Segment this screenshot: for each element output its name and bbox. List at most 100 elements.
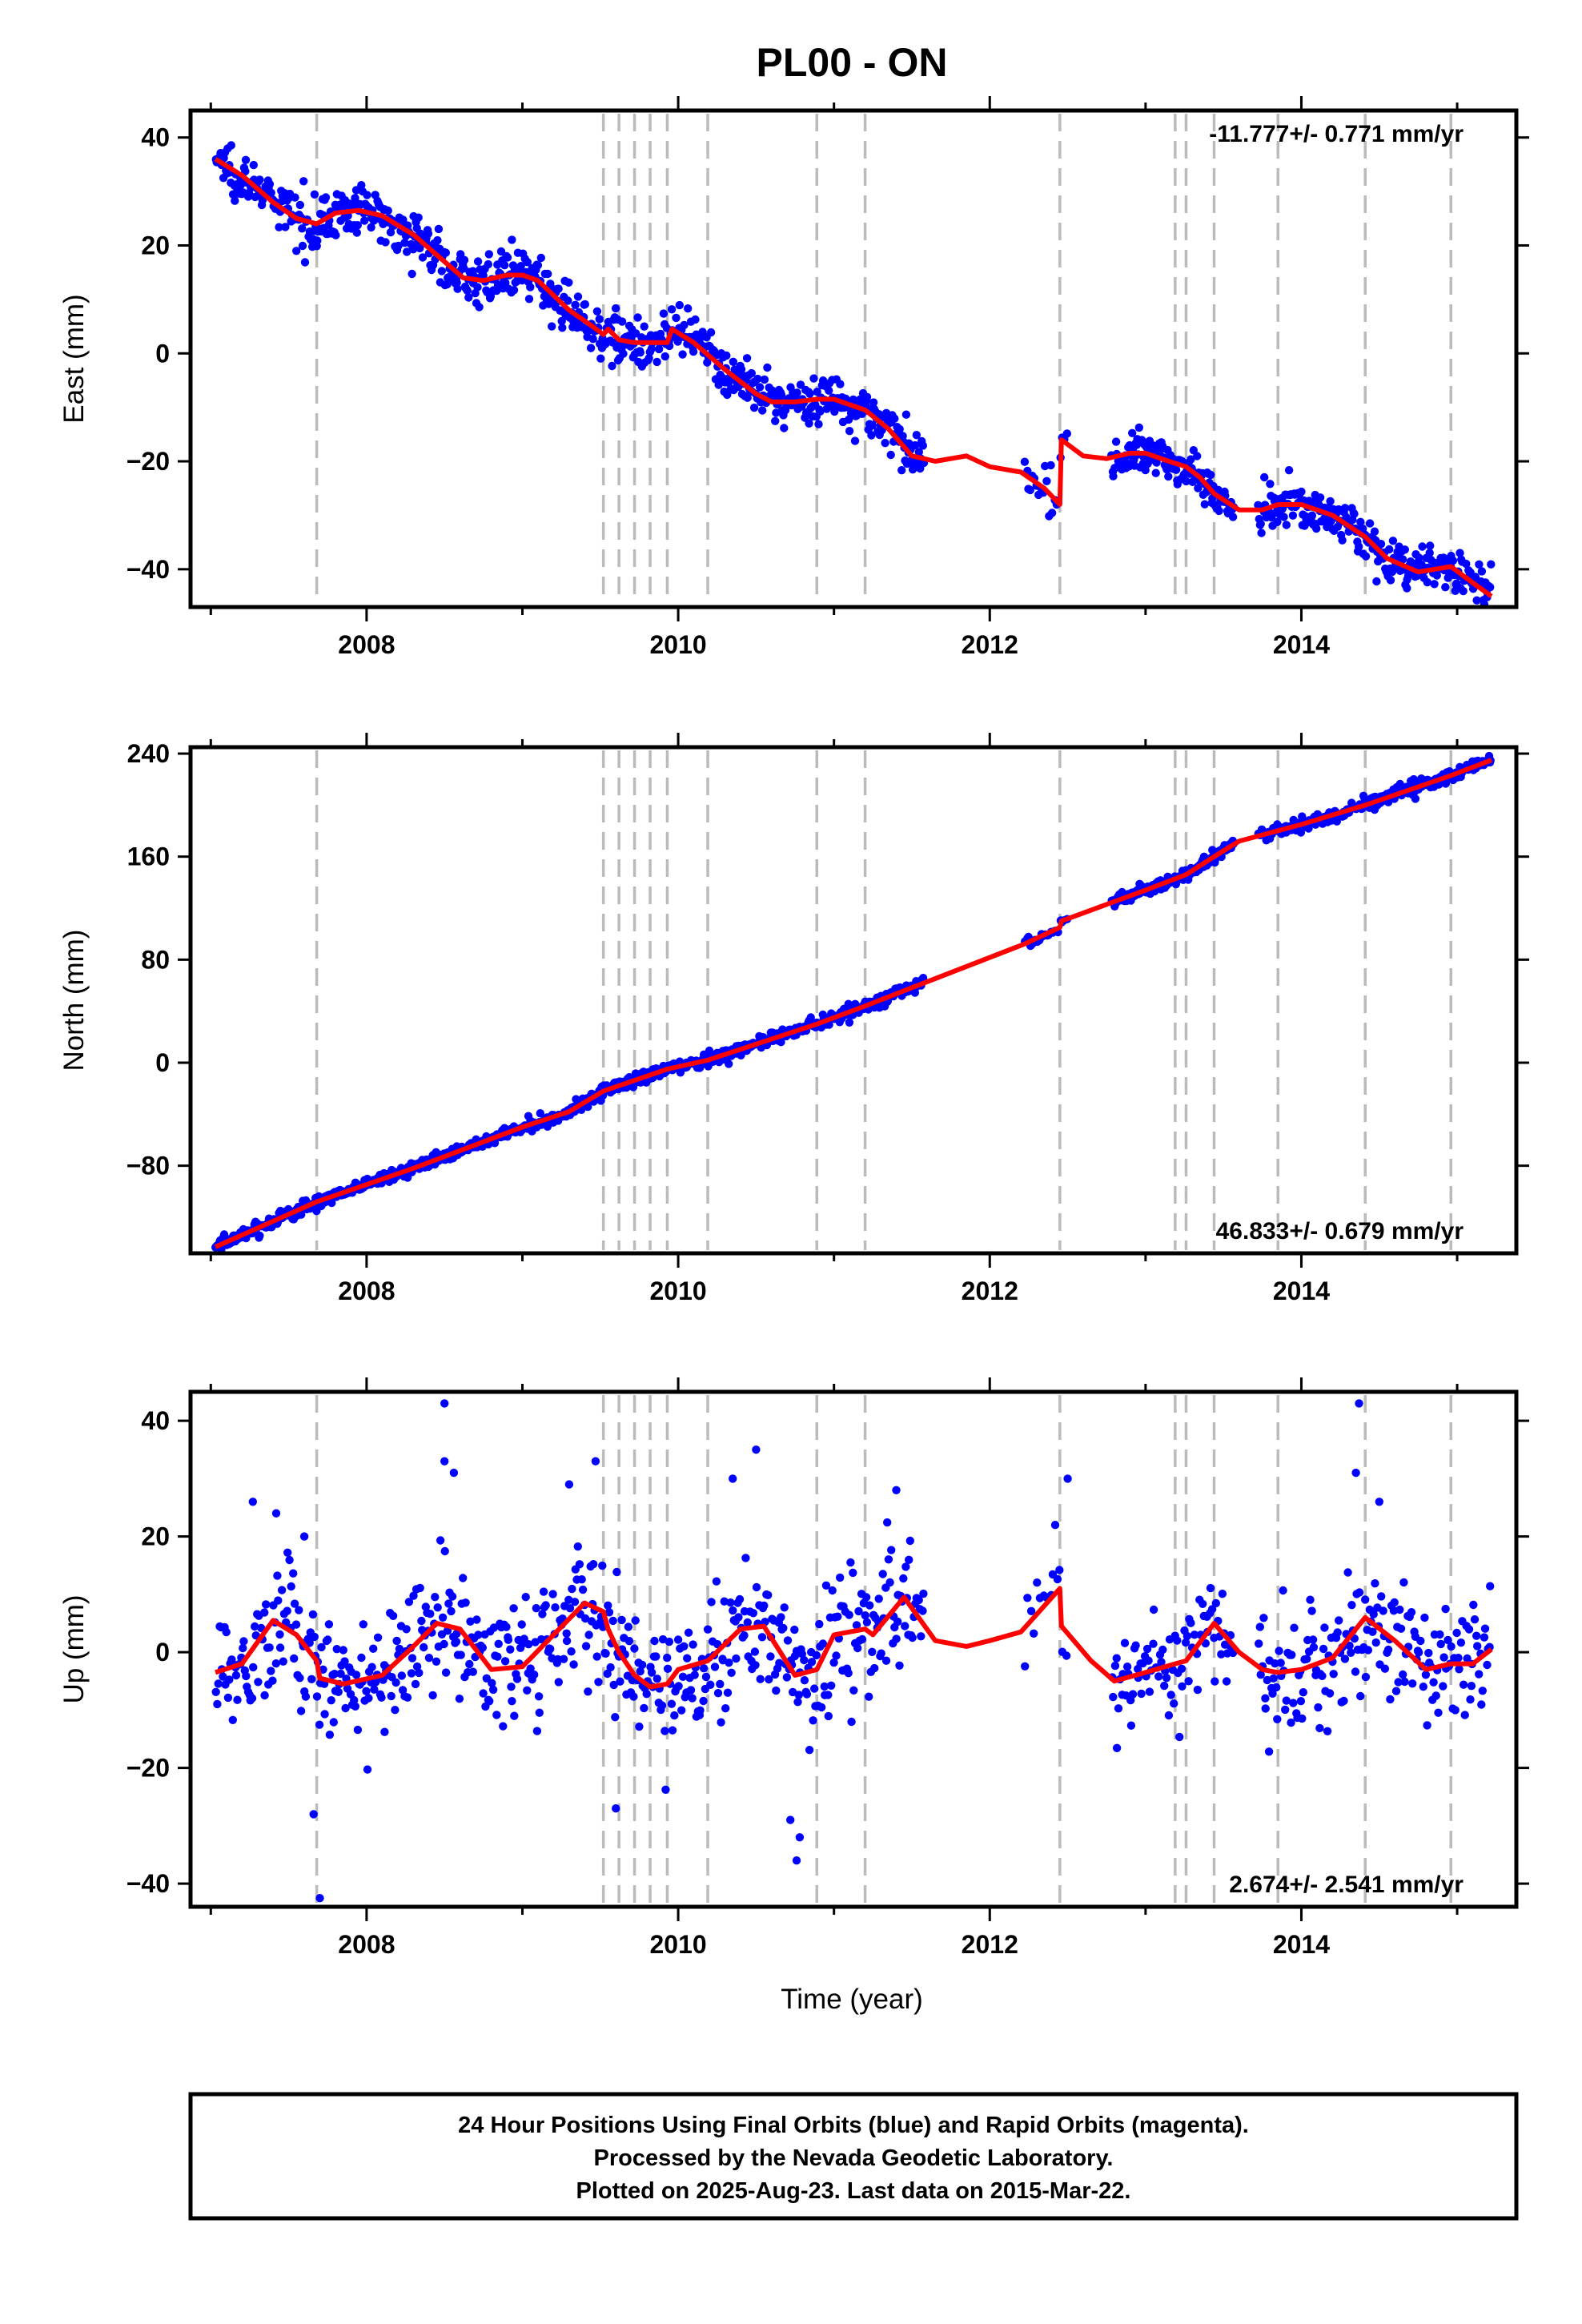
x-tick-label: 2010	[649, 1930, 706, 1959]
data-point	[1211, 1677, 1219, 1686]
data-point	[577, 1575, 586, 1584]
outlier-point	[786, 1815, 795, 1824]
data-point	[793, 388, 801, 397]
data-point	[265, 1643, 274, 1652]
data-point	[394, 241, 403, 251]
data-point	[223, 1693, 233, 1703]
data-point	[1420, 1613, 1429, 1622]
data-point	[716, 1679, 725, 1689]
data-point	[1460, 1711, 1469, 1719]
data-point	[1426, 541, 1435, 550]
data-point	[1448, 556, 1458, 565]
data-point	[1345, 1641, 1354, 1651]
data-point	[402, 1625, 411, 1634]
data-point	[919, 1589, 928, 1598]
data-point	[1026, 1606, 1036, 1616]
data-point	[1329, 1670, 1338, 1679]
data-point	[448, 1592, 457, 1601]
data-point	[1459, 586, 1468, 596]
rate-label: -11.777+/- 0.771 mm/yr	[1209, 121, 1464, 147]
data-point	[861, 1611, 869, 1620]
data-point	[301, 1692, 311, 1701]
data-point	[544, 269, 552, 279]
data-point	[897, 466, 906, 475]
data-point	[905, 1536, 915, 1546]
data-point	[1296, 1697, 1306, 1706]
data-point	[809, 374, 818, 383]
data-point	[580, 300, 589, 309]
data-point	[436, 1536, 445, 1545]
data-point	[862, 392, 872, 401]
data-point	[1306, 1595, 1315, 1604]
data-point	[363, 1765, 372, 1774]
data-point	[1371, 1579, 1379, 1588]
data-point	[473, 257, 483, 266]
data-point	[275, 223, 283, 231]
data-point	[1466, 1695, 1475, 1704]
data-point	[1200, 500, 1210, 509]
data-point	[353, 1725, 363, 1735]
data-point	[1452, 1628, 1461, 1638]
data-point	[820, 1682, 829, 1691]
data-point	[500, 1657, 510, 1666]
data-point	[1142, 1644, 1152, 1654]
data-point	[1447, 1642, 1456, 1651]
data-point	[901, 1622, 909, 1630]
data-point	[764, 1590, 773, 1600]
data-point	[862, 1618, 872, 1626]
data-point	[670, 1711, 679, 1720]
data-point	[512, 1675, 522, 1683]
data-point	[1166, 1691, 1175, 1699]
data-point	[796, 380, 805, 389]
x-tick-label: 2010	[649, 1277, 706, 1305]
data-point	[310, 190, 319, 199]
data-point	[1486, 583, 1495, 592]
data-point	[612, 1567, 621, 1577]
data-point	[1114, 1704, 1123, 1713]
data-point	[729, 1606, 737, 1615]
data-point	[661, 1785, 670, 1794]
data-point	[1436, 1639, 1445, 1649]
data-point	[441, 1668, 451, 1677]
data-point	[508, 235, 516, 244]
outlier-point	[309, 1810, 318, 1819]
data-point	[877, 1649, 885, 1658]
data-point	[690, 1671, 699, 1679]
data-point	[464, 293, 473, 302]
data-point	[1487, 560, 1496, 569]
data-point	[341, 1703, 350, 1713]
data-point	[779, 1623, 788, 1633]
data-point	[1462, 559, 1471, 569]
data-point	[500, 261, 509, 270]
data-point	[780, 424, 789, 432]
data-point	[829, 1658, 838, 1667]
data-point	[1261, 1694, 1270, 1703]
y-tick-label: 160	[127, 842, 170, 871]
data-point	[321, 193, 331, 202]
data-point	[453, 284, 462, 293]
data-point	[881, 1656, 891, 1665]
data-point	[1318, 1671, 1327, 1680]
data-point	[362, 1687, 371, 1695]
data-point	[383, 206, 392, 215]
data-point	[918, 1606, 927, 1615]
data-point	[1111, 437, 1121, 446]
data-point	[268, 1676, 277, 1685]
data-point	[713, 1689, 723, 1698]
data-point	[608, 1616, 617, 1626]
data-point	[499, 1722, 508, 1731]
x-axis-label: Time (year)	[781, 1984, 923, 2015]
data-point	[351, 1702, 359, 1711]
data-point	[573, 1542, 582, 1551]
data-point	[777, 1038, 785, 1047]
data-point	[516, 262, 525, 271]
data-point	[849, 1568, 857, 1578]
data-point	[1347, 1601, 1356, 1610]
data-point	[1435, 1630, 1444, 1639]
data-point	[432, 1657, 441, 1666]
data-point	[635, 1722, 644, 1731]
data-point	[373, 1633, 383, 1642]
data-point	[794, 1691, 803, 1699]
data-point	[336, 1669, 345, 1679]
data-point	[1478, 1687, 1488, 1695]
